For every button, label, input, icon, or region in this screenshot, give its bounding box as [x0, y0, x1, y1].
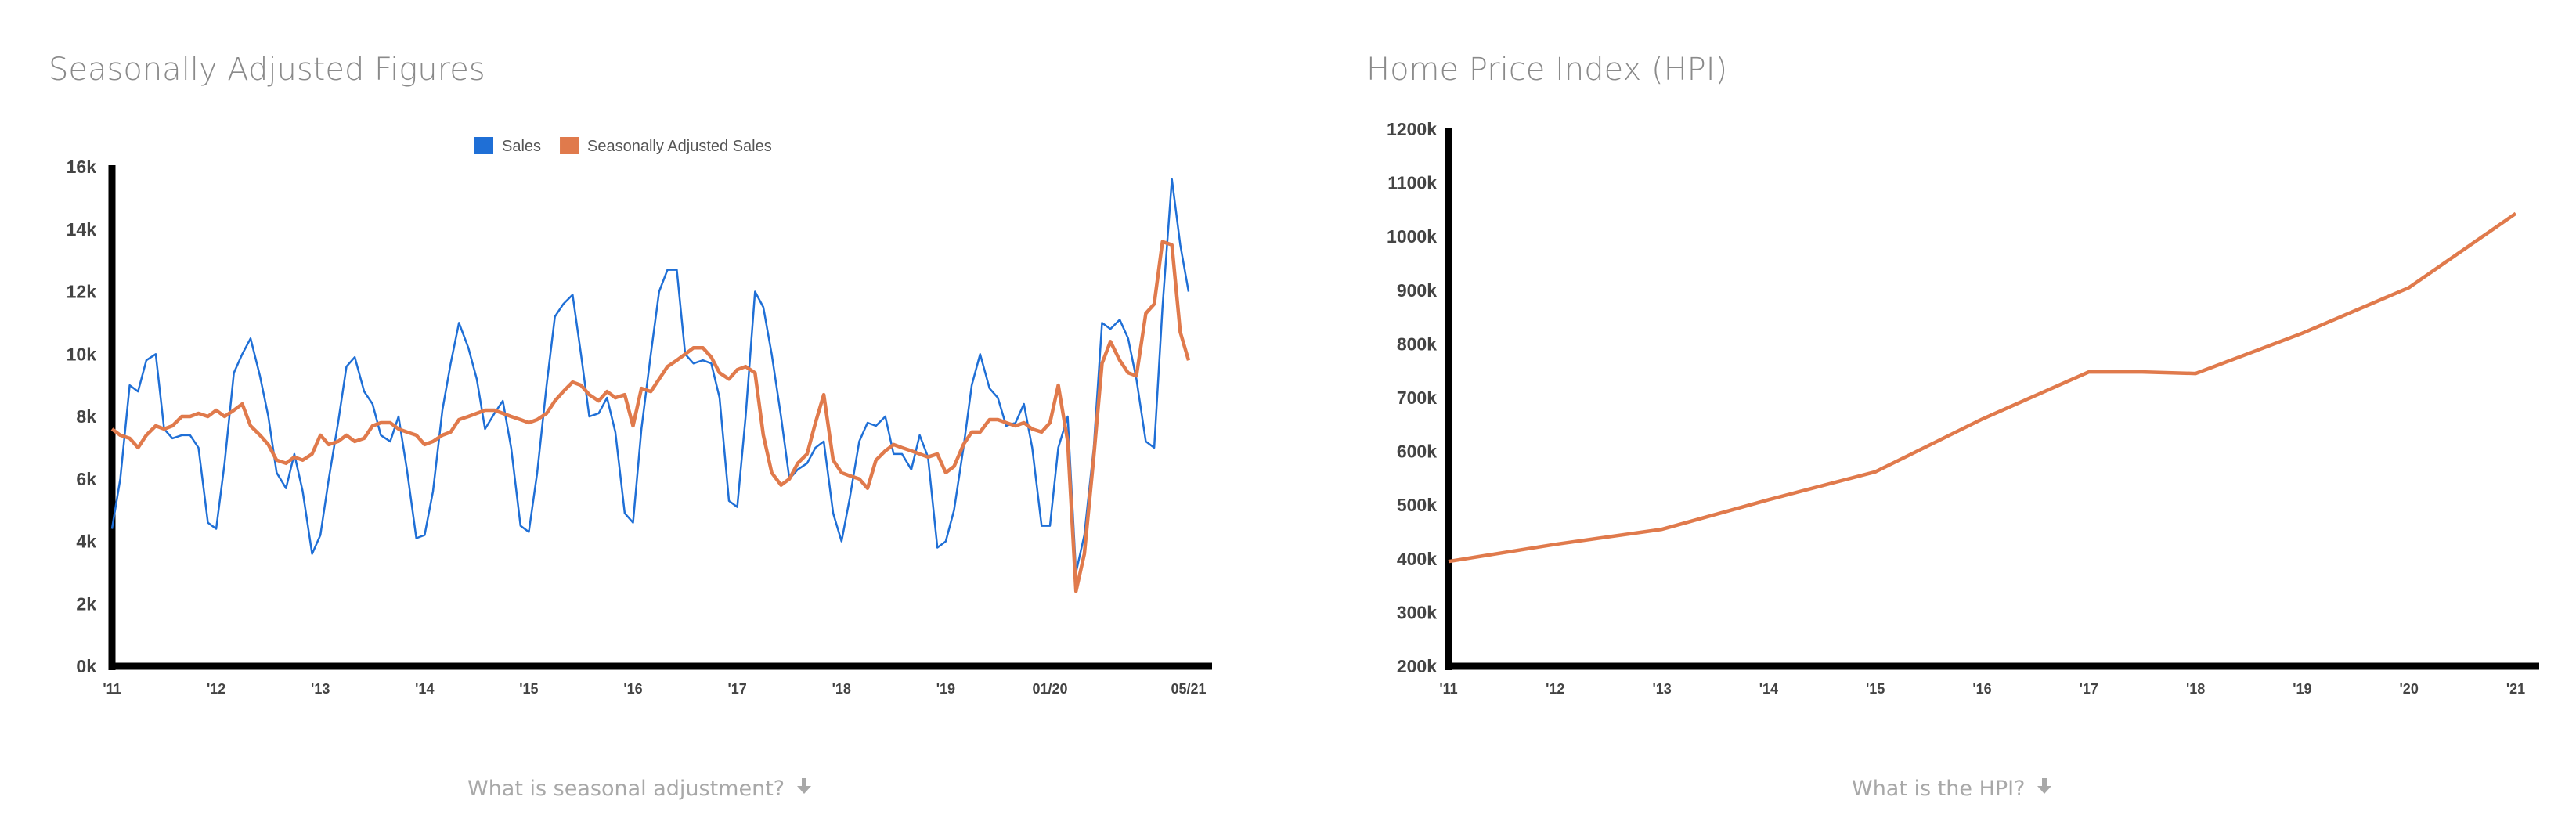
arrow-down-icon: [2036, 777, 2053, 801]
series-line-sales: [110, 178, 1190, 574]
right-chart-title: Home Price Index (HPI): [1366, 52, 1728, 88]
left-chart-title: Seasonally Adjusted Figures: [49, 52, 485, 88]
y-tick-label: 1200k: [1387, 119, 1437, 139]
y-tick-label: 500k: [1397, 495, 1437, 515]
legend-label: Seasonally Adjusted Sales: [587, 138, 772, 155]
y-tick-label: 16k: [67, 157, 97, 177]
x-tick-label: '13: [1652, 681, 1671, 697]
y-tick-label: 14k: [67, 219, 97, 240]
y-tick-label: 800k: [1397, 333, 1437, 354]
x-tick-label: 01/20: [1032, 681, 1067, 697]
legend-label: Sales: [502, 138, 541, 155]
y-tick-label: 300k: [1397, 602, 1437, 622]
y-tick-label: 700k: [1397, 388, 1437, 408]
y-tick-label: 1100k: [1387, 173, 1437, 193]
y-tick-label: 10k: [67, 344, 97, 364]
x-tick-label: '19: [936, 681, 955, 697]
x-tick-label: '21: [2506, 681, 2525, 697]
y-tick-label: 400k: [1397, 549, 1437, 569]
x-tick-label: '12: [1546, 681, 1564, 697]
y-tick-label: 2k: [76, 593, 96, 614]
x-tick-label: '18: [832, 681, 851, 697]
x-tick-label: '16: [1972, 681, 1991, 697]
x-tick-label: '18: [2186, 681, 2205, 697]
legend-swatch: [560, 137, 579, 154]
x-tick-label: '17: [727, 681, 746, 697]
y-tick-label: 900k: [1397, 280, 1437, 301]
x-tick-label: '14: [415, 681, 434, 697]
y-tick-label: 1000k: [1387, 226, 1437, 247]
x-tick-label: '19: [2293, 681, 2311, 697]
hpi-info-link-label: What is the HPI?: [1852, 777, 2026, 801]
seasonal-adjustment-link-label: What is seasonal adjustment?: [467, 777, 785, 801]
x-tick-label: '16: [623, 681, 642, 697]
y-tick-label: 200k: [1397, 656, 1437, 676]
arrow-down-icon: [796, 777, 813, 801]
x-tick-label: '17: [2080, 681, 2098, 697]
x-tick-label: '14: [1759, 681, 1778, 697]
y-tick-label: 4k: [76, 532, 96, 552]
y-tick-label: 8k: [76, 406, 96, 427]
x-tick-label: '11: [1439, 681, 1457, 697]
x-tick-label: '15: [519, 681, 538, 697]
x-tick-label: '20: [2400, 681, 2419, 697]
x-tick-label: '13: [311, 681, 330, 697]
hpi-info-link[interactable]: What is the HPI?: [1852, 777, 2053, 801]
x-tick-label: '12: [207, 681, 225, 697]
y-tick-label: 6k: [76, 469, 96, 489]
legend-swatch: [474, 137, 493, 154]
x-tick-label: '11: [103, 681, 121, 697]
x-tick-label: '15: [1866, 681, 1885, 697]
y-tick-label: 12k: [67, 282, 97, 302]
x-tick-label: 05/21: [1171, 681, 1206, 697]
y-tick-label: 600k: [1397, 442, 1437, 462]
series-line-seasonally-adjusted-sales: [110, 240, 1191, 593]
series-line-hpi: [1448, 211, 2517, 564]
y-tick-label: 0k: [76, 656, 96, 676]
seasonal-adjustment-link[interactable]: What is seasonal adjustment?: [467, 777, 813, 801]
